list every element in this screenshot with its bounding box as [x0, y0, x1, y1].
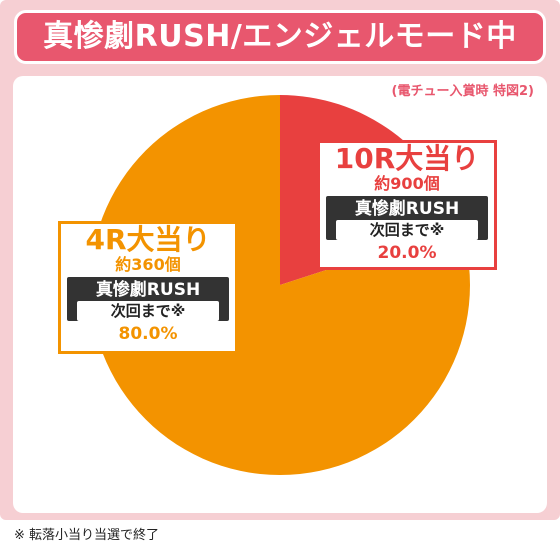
- label-4r-next: 次回まで※: [77, 301, 219, 321]
- label-4r-mode-text: 真惨劇RUSH: [95, 280, 201, 300]
- chart-note: (電チュー入賞時 特図2): [391, 84, 534, 99]
- label-10r-count: 約900個: [374, 174, 440, 193]
- label-4r-count: 約360個: [115, 255, 181, 274]
- label-10r-mode-text: 真惨劇RUSH: [354, 199, 460, 219]
- label-4r-mode: 真惨劇RUSH 次回まで※: [67, 277, 229, 321]
- label-4r-name: 4R大当り: [85, 223, 211, 256]
- label-4r-pct: 80.0%: [118, 324, 178, 344]
- label-10r: 10R大当り 約900個 真惨劇RUSH 次回まで※ 20.0%: [317, 140, 497, 270]
- label-10r-name: 10R大当り: [334, 142, 480, 175]
- footnote: ※ 転落小当り当選で終了: [14, 528, 160, 543]
- label-10r-next: 次回まで※: [336, 220, 478, 240]
- label-10r-mode: 真惨劇RUSH 次回まで※: [326, 196, 488, 240]
- label-4r: 4R大当り 約360個 真惨劇RUSH 次回まで※ 80.0%: [58, 221, 238, 354]
- chart-title: 真惨劇RUSH/エンジェルモード中: [14, 10, 546, 64]
- pie-slice-4r: [89, 95, 470, 475]
- label-10r-pct: 20.0%: [377, 243, 437, 263]
